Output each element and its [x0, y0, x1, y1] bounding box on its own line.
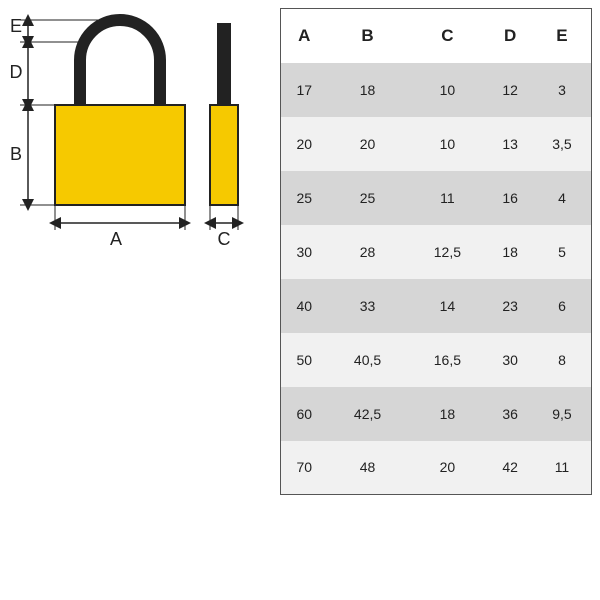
table-row: 252511164 — [281, 171, 592, 225]
padlock-diagram: A C B D E — [0, 0, 280, 280]
padlock-body-side — [210, 105, 238, 205]
dim-label-B: B — [10, 144, 22, 164]
col-C: C — [407, 9, 487, 63]
table-row: 302812,5185 — [281, 225, 592, 279]
dim-label-E: E — [10, 16, 22, 36]
dimensions-table-container: A B C D E 171810123 202010133,5 25251116… — [280, 8, 592, 495]
dim-label-C: C — [218, 229, 231, 249]
col-B: B — [328, 9, 408, 63]
padlock-shackle-front — [80, 20, 160, 105]
table-row: 6042,518369,5 — [281, 387, 592, 441]
page-root: A C B D E A B — [0, 0, 600, 600]
table-row: 171810123 — [281, 63, 592, 117]
table-header-row: A B C D E — [281, 9, 592, 63]
dimensions-table: A B C D E 171810123 202010133,5 25251116… — [280, 8, 592, 495]
padlock-body-front — [55, 105, 185, 205]
col-A: A — [281, 9, 328, 63]
dim-label-D: D — [10, 62, 23, 82]
dim-label-A: A — [110, 229, 122, 249]
table-row: 202010133,5 — [281, 117, 592, 171]
table-row: 403314236 — [281, 279, 592, 333]
table-row: 7048204211 — [281, 441, 592, 495]
col-E: E — [533, 9, 592, 63]
col-D: D — [487, 9, 533, 63]
table-row: 5040,516,5308 — [281, 333, 592, 387]
padlock-svg: A C B D E — [0, 0, 280, 280]
table-body: 171810123 202010133,5 252511164 302812,5… — [281, 63, 592, 495]
